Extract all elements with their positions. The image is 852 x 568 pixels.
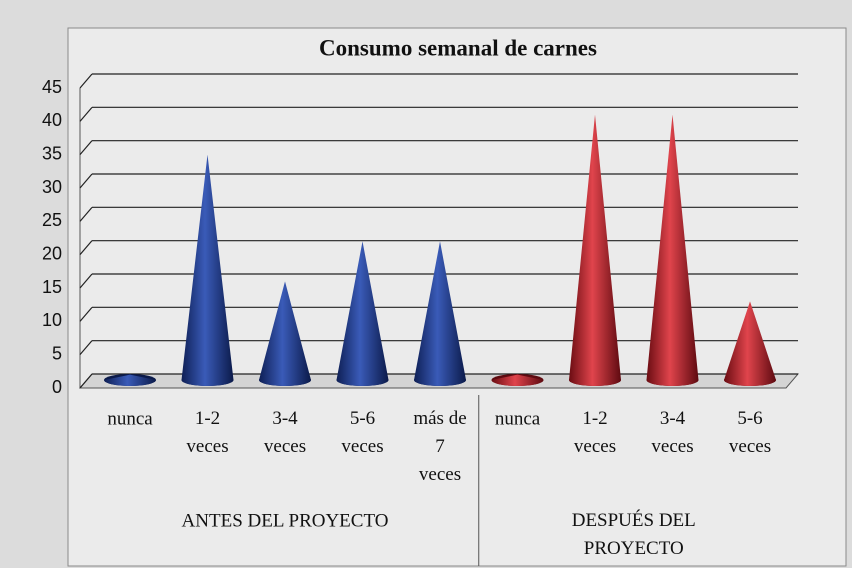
- y-tick-label: 15: [42, 277, 62, 297]
- grid-line: [79, 373, 93, 389]
- grid-line: [79, 106, 93, 122]
- group-label: ANTES DEL PROYECTO: [182, 510, 389, 531]
- cone-part: [181, 154, 234, 386]
- group-label: DESPUÉS DEL PROYECTO: [572, 509, 696, 559]
- cone: [569, 114, 621, 387]
- cone: [491, 374, 544, 386]
- cone: [414, 241, 466, 386]
- grid-line: [79, 73, 93, 89]
- cone-part: [569, 114, 621, 387]
- x-tick-label: 5-6 veces: [341, 408, 383, 457]
- y-tick-label: 25: [42, 210, 62, 230]
- cone-part: [646, 114, 699, 387]
- y-tick-label: 5: [52, 343, 62, 363]
- y-tick-label: 30: [42, 177, 62, 197]
- grid-line: [79, 306, 93, 322]
- cone-part: [414, 241, 466, 386]
- cone: [259, 281, 311, 386]
- grid-line: [79, 206, 93, 222]
- cone-part: [491, 374, 544, 386]
- x-tick-label: 3-4 veces: [264, 408, 306, 457]
- y-tick-label: 0: [52, 377, 62, 397]
- grid-line: [79, 340, 93, 356]
- x-tick-label: 1-2 veces: [186, 408, 228, 457]
- x-tick-label: 3-4 veces: [651, 408, 693, 457]
- cone-part: [724, 301, 776, 386]
- cone: [724, 301, 776, 386]
- cone-part: [259, 281, 311, 386]
- cone: [646, 114, 699, 387]
- cone-part: [104, 374, 156, 386]
- cone: [336, 241, 389, 386]
- x-tick-label: nunca: [495, 408, 541, 429]
- y-tick-label: 10: [42, 310, 62, 330]
- grid-line: [79, 240, 93, 256]
- y-tick-label: 45: [42, 77, 62, 97]
- y-tick-label: 40: [42, 110, 62, 130]
- y-tick-label: 20: [42, 243, 62, 263]
- cone-part: [336, 241, 389, 386]
- chart-title: Consumo semanal de carnes: [319, 35, 597, 60]
- cone: [104, 374, 156, 386]
- x-tick-label: 5-6 veces: [729, 408, 771, 457]
- cone: [181, 154, 234, 386]
- y-tick-label: 35: [42, 143, 62, 163]
- x-tick-label: nunca: [107, 408, 153, 429]
- grid-line: [79, 173, 93, 189]
- grid-line: [79, 140, 93, 156]
- grid-line: [79, 273, 93, 289]
- x-tick-label: más de 7 veces: [413, 408, 466, 485]
- x-tick-label: 1-2 veces: [574, 408, 616, 457]
